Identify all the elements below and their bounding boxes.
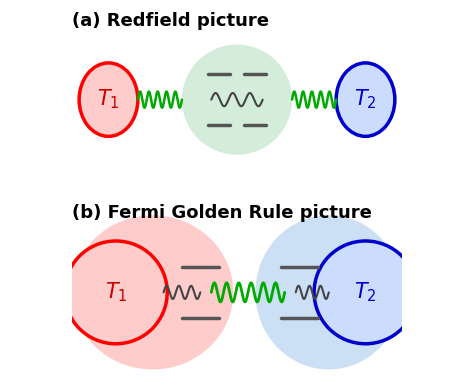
Text: $T_2$: $T_2$: [354, 88, 377, 111]
Text: $T_1$: $T_1$: [105, 281, 127, 304]
Ellipse shape: [182, 45, 292, 155]
Text: $T_1$: $T_1$: [97, 88, 120, 111]
Ellipse shape: [255, 215, 402, 370]
Text: (b) Fermi Golden Rule picture: (b) Fermi Golden Rule picture: [72, 204, 372, 222]
Ellipse shape: [79, 63, 138, 136]
Circle shape: [64, 241, 167, 344]
Text: $T_2$: $T_2$: [354, 281, 377, 304]
Text: (a) Redfield picture: (a) Redfield picture: [72, 11, 269, 29]
Ellipse shape: [72, 215, 233, 370]
Circle shape: [314, 241, 417, 344]
Ellipse shape: [336, 63, 395, 136]
